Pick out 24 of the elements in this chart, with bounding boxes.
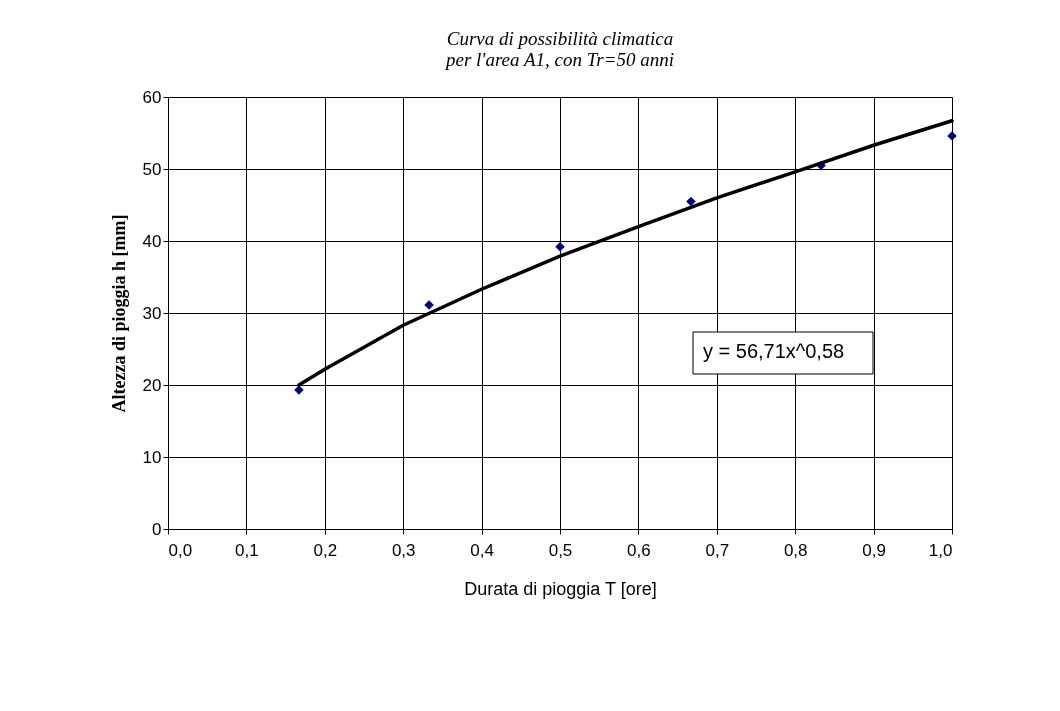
- x-tick-label: 0,9: [862, 540, 886, 560]
- y-tick-label: 50: [142, 159, 162, 179]
- y-tick-label: 10: [142, 447, 162, 467]
- point: [686, 196, 696, 207]
- y-axis-title: Altezza di pioggia h [mm]: [108, 214, 129, 413]
- y-tick-label: 30: [142, 303, 162, 323]
- y-tick-label: 40: [142, 231, 162, 251]
- x-tick-label: 0,0: [168, 540, 193, 560]
- y-tick-label: 0: [152, 519, 162, 539]
- y-tick-label: 60: [142, 87, 162, 107]
- x-tick-label: 0,3: [391, 540, 416, 560]
- x-tick-label: 0,8: [783, 540, 808, 560]
- x-tick-label: 0,4: [470, 540, 494, 560]
- x-tick-label: 0,5: [548, 540, 573, 560]
- x-tick-label: 0,1: [235, 540, 259, 560]
- x-tick-label: 1,0: [928, 540, 953, 560]
- x-axis-title: Durata di pioggia T [ore]: [464, 578, 657, 599]
- annotation: y = 56,71x^0,58: [703, 340, 845, 362]
- y-tick-label: 20: [142, 375, 162, 395]
- x-tick-label: 0,6: [627, 540, 651, 560]
- x-tick-label: 0,2: [313, 540, 338, 560]
- chart-title: Curva di possibilità climatica per l'area A1, con Tr=50 anni: [444, 28, 674, 70]
- point: [555, 242, 565, 252]
- x-tick-label: 0,7: [705, 540, 730, 560]
